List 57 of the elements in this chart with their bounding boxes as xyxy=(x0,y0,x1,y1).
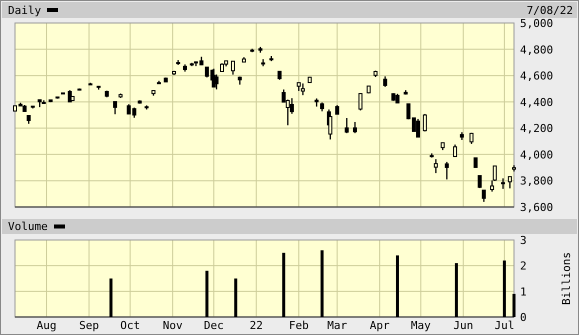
candlestick xyxy=(490,180,494,192)
candlestick xyxy=(482,190,486,203)
y-tick-label: 4,200 xyxy=(520,122,554,136)
y-tick-label: 1 xyxy=(520,285,527,298)
candlestick xyxy=(422,113,427,132)
y-tick-label: 2 xyxy=(520,260,527,273)
x-tick-label: Dec xyxy=(204,319,224,332)
candlestick xyxy=(474,157,478,168)
y-tick-label: 0 xyxy=(520,311,527,324)
candlestick xyxy=(416,118,420,138)
bar xyxy=(234,278,238,317)
bar xyxy=(282,252,286,317)
bar xyxy=(396,255,399,317)
y-tick-label: 5,000 xyxy=(520,17,554,30)
y-axis-title: Billions xyxy=(560,252,573,305)
legend-label: Volume xyxy=(8,220,48,233)
legend-label: Daily xyxy=(8,4,42,17)
y-tick-label: 4,800 xyxy=(520,43,554,56)
y-tick-label: 3,800 xyxy=(520,174,554,188)
y-tick-label: 3 xyxy=(520,234,527,247)
bar xyxy=(109,278,112,317)
bar xyxy=(512,294,516,317)
candlestick xyxy=(501,178,506,190)
x-tick-label: Aug xyxy=(36,319,56,332)
candlestick xyxy=(453,144,458,158)
candlestick xyxy=(395,93,400,104)
x-tick-label: 22 xyxy=(250,319,263,332)
candlestick xyxy=(478,174,482,189)
candlestick xyxy=(335,104,340,115)
x-tick-label: Jun xyxy=(453,319,474,332)
y-tick-label: 3,600 xyxy=(520,201,554,214)
x-tick-label: Mar xyxy=(327,319,348,332)
bar xyxy=(454,263,458,317)
bar xyxy=(205,270,208,317)
bar xyxy=(502,260,506,317)
x-tick-label: Apr xyxy=(370,319,390,332)
candlestick xyxy=(113,100,118,115)
candlestick xyxy=(444,161,449,180)
y-tick-label: 4,000 xyxy=(520,148,554,162)
candlestick xyxy=(300,82,305,96)
candlestick xyxy=(358,92,362,112)
x-tick-label: May xyxy=(410,319,432,332)
x-tick-label: Feb xyxy=(288,319,309,332)
candlestick xyxy=(383,76,388,88)
candlestick xyxy=(204,66,209,78)
text: 7/08/22 xyxy=(526,4,573,17)
y-tick-label: 4,400 xyxy=(520,96,554,109)
x-tick-label: Nov xyxy=(162,319,183,332)
candlestick xyxy=(352,121,357,134)
y-tick-label: 4,600 xyxy=(520,70,554,83)
candlestick xyxy=(434,158,438,174)
x-tick-label: Oct xyxy=(120,319,140,332)
x-tick-label: Jul xyxy=(494,319,514,332)
candlestick xyxy=(344,117,349,134)
candlestick xyxy=(230,60,235,76)
x-tick-label: Sep xyxy=(79,319,99,332)
bar xyxy=(320,250,324,317)
